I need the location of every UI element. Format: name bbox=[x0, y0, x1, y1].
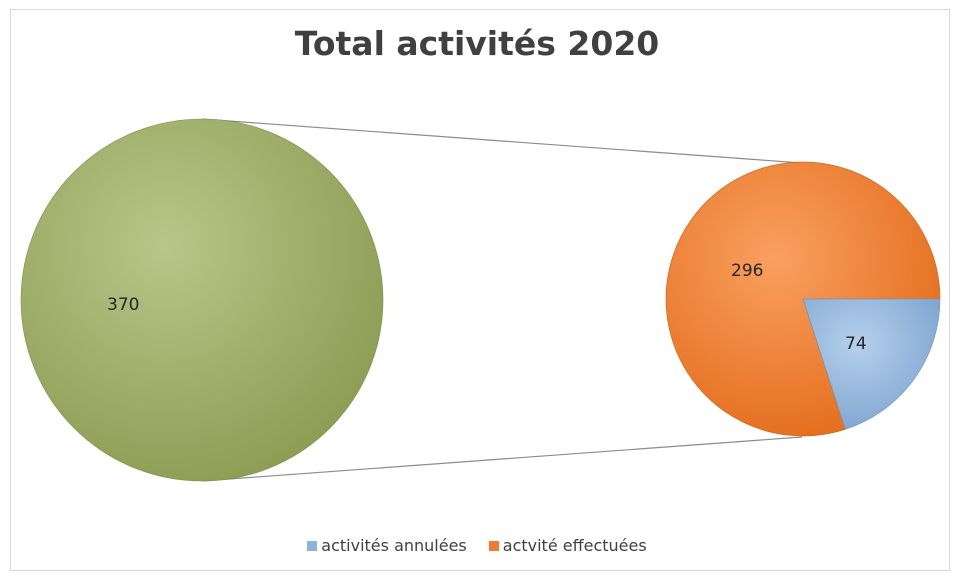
data-label-main: 370 bbox=[107, 295, 139, 315]
main-pie-slice bbox=[20, 118, 384, 482]
legend-item-effectuees: actvité effectuées bbox=[488, 536, 647, 555]
secondary-pie-slice-annulees bbox=[802, 298, 941, 430]
legend-label-annulees: activités annulées bbox=[321, 536, 467, 555]
connector-line-top bbox=[201, 118, 803, 164]
data-label-annulees: 74 bbox=[845, 334, 867, 354]
legend-swatch-effectuees bbox=[488, 540, 499, 551]
connector-line-bottom bbox=[201, 436, 803, 482]
legend-swatch-annulees bbox=[307, 540, 318, 551]
legend: activités annulées actvité effectuées bbox=[0, 536, 954, 555]
data-label-effectuees: 296 bbox=[731, 261, 763, 281]
chart-title: Total activités 2020 bbox=[294, 24, 660, 63]
legend-label-effectuees: actvité effectuées bbox=[502, 536, 647, 555]
legend-item-annulees: activités annulées bbox=[307, 536, 467, 555]
